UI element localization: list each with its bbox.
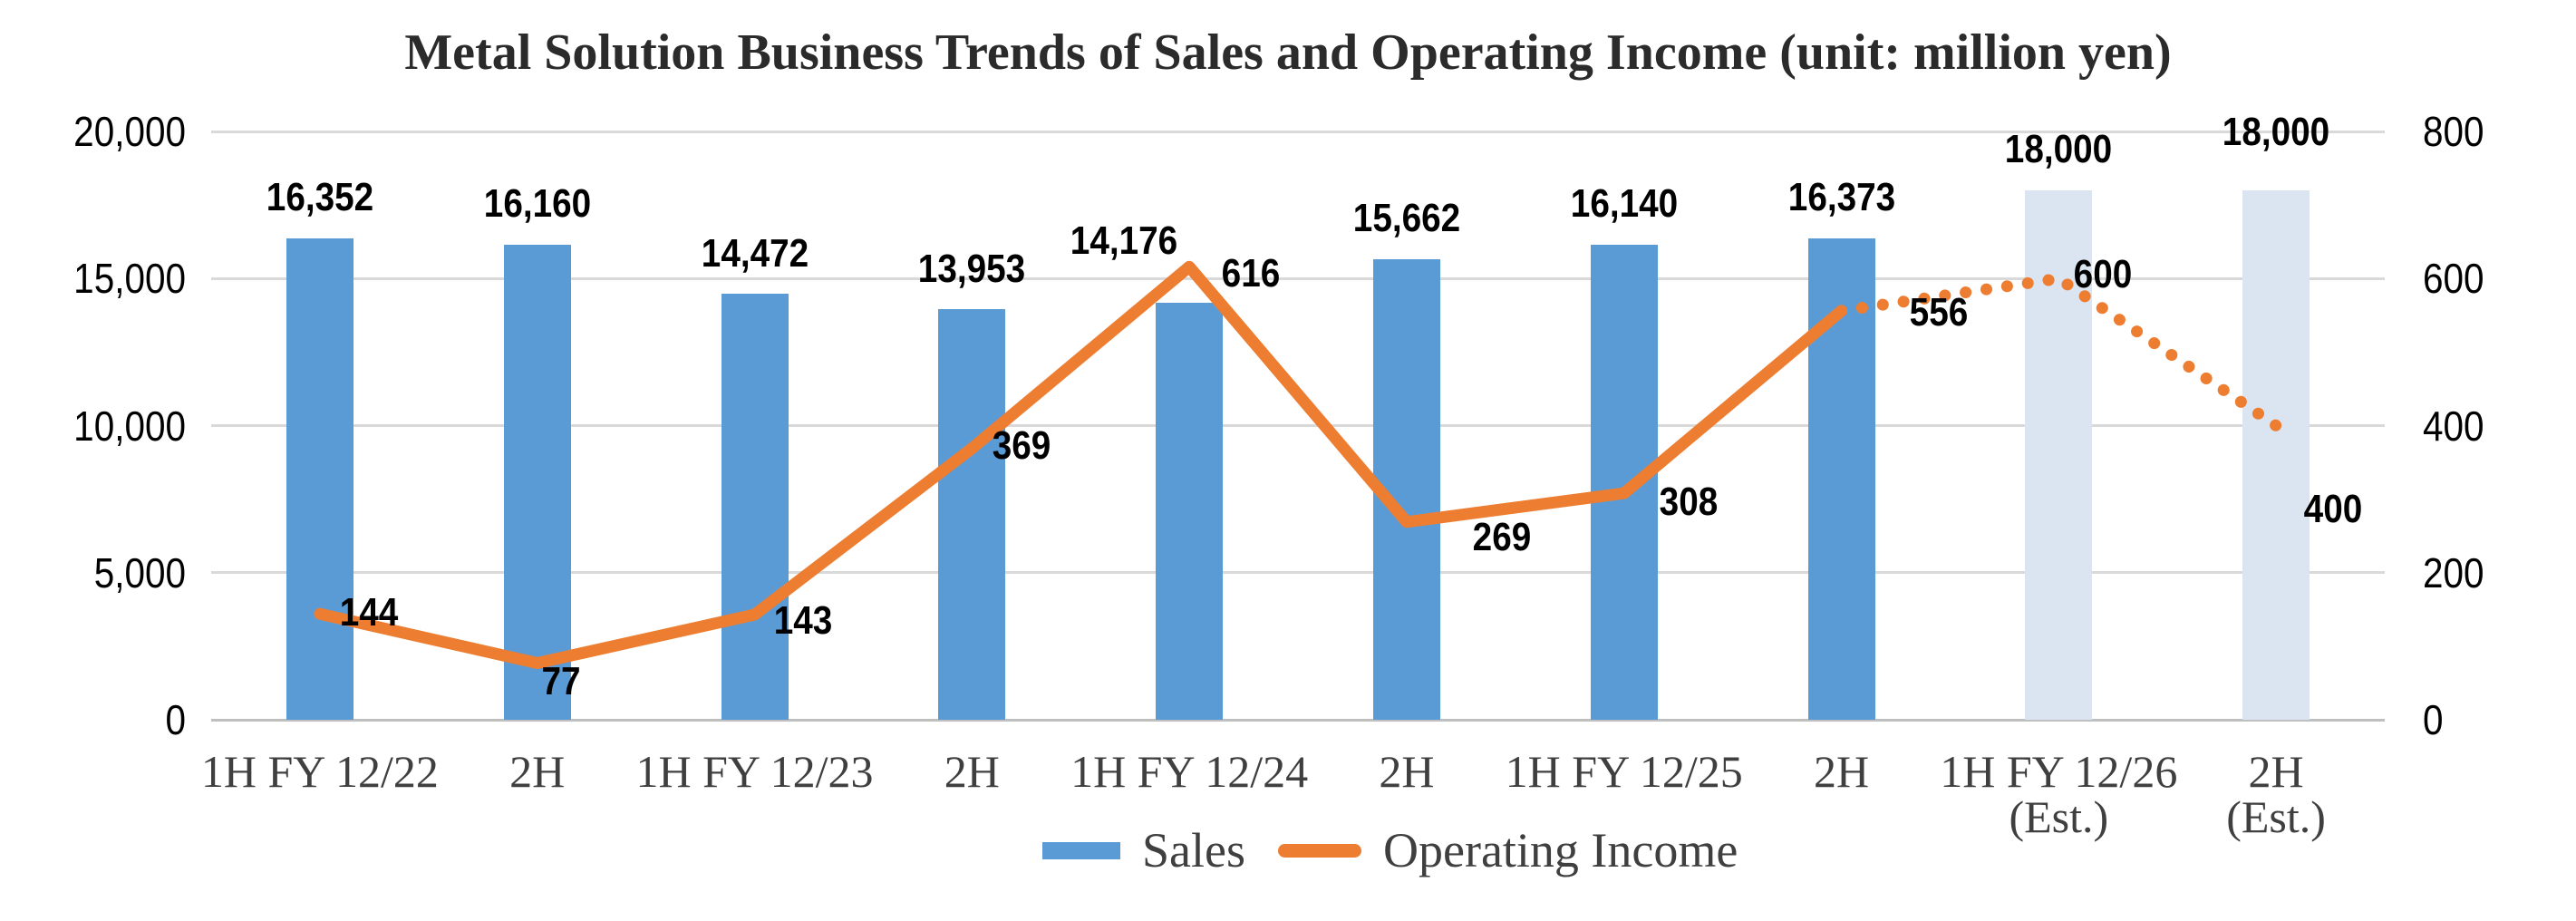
legend-sales-label: Sales [1142, 823, 1245, 877]
operating-income-value-label: 400 [2303, 487, 2363, 531]
category-label: 2H [509, 746, 566, 797]
sales-bar [721, 294, 789, 720]
sales-bar [1372, 258, 1440, 720]
sales-value-label: 16,160 [483, 180, 591, 226]
sales-bar [1156, 302, 1224, 720]
sales-value-label: 15,662 [1352, 195, 1461, 240]
category-label: 1H FY 12/24 [1070, 746, 1309, 797]
category-label: 1H FY 12/26 (Est.) [1877, 749, 2240, 839]
y-axis-right-tick-label: 600 [2423, 255, 2484, 303]
operating-income-value-label: 77 [541, 659, 581, 703]
category-label: 1H FY 12/23 [635, 746, 874, 797]
sales-bar [938, 309, 1006, 720]
category-label: 2H (Est.) [2095, 749, 2457, 839]
category-label: 2H [1813, 746, 1870, 797]
y-axis-right-tick-label: 200 [2423, 548, 2484, 596]
operating-income-value-label: 600 [2073, 252, 2133, 296]
sales-value-label: 14,176 [1070, 218, 1178, 263]
y-axis-right-tick-label: 800 [2423, 108, 2484, 155]
category-label: 1H FY 12/25 [1505, 746, 1743, 797]
operating-income-value-label: 616 [1221, 251, 1281, 296]
legend-operating-income-swatch-icon [1278, 843, 1361, 858]
category-label: 1H FY 12/22 [200, 746, 439, 797]
y-axis-left-tick-label: 15,000 [73, 255, 186, 303]
y-axis-right-tick-label: 0 [2423, 696, 2444, 743]
category-label-line2: (Est.) [2226, 791, 2326, 842]
operating-income-value-label: 308 [1659, 480, 1719, 524]
category-label: 2H [1379, 746, 1435, 797]
sales-bar [286, 238, 353, 720]
operating-income-value-label: 369 [992, 423, 1051, 468]
category-label: 2H [944, 746, 1000, 797]
legend: Sales Operating Income [1042, 819, 1738, 882]
chart-title: Metal Solution Business Trends of Sales … [404, 24, 2172, 81]
x-axis-line [211, 718, 2385, 722]
sales-value-label: 16,140 [1570, 181, 1678, 227]
y-axis-left-tick-label: 10,000 [73, 402, 186, 450]
sales-value-label: 18,000 [2222, 109, 2330, 154]
sales-value-label: 16,352 [266, 175, 374, 220]
sales-bar-estimate [2242, 189, 2310, 720]
sales-bar [503, 244, 571, 720]
sales-value-label: 18,000 [2005, 126, 2113, 171]
y-axis-left-tick-label: 0 [165, 696, 186, 743]
sales-value-label: 16,373 [1787, 174, 1895, 219]
category-label-line2: (Est.) [2009, 791, 2109, 842]
legend-operating-income-label: Operating Income [1383, 823, 1738, 877]
y-axis-left-tick-label: 20,000 [73, 108, 186, 155]
operating-income-value-label: 143 [773, 598, 833, 643]
y-axis-left-tick-label: 5,000 [93, 548, 186, 596]
gridline [211, 130, 2385, 133]
operating-income-value-label: 144 [339, 590, 399, 635]
legend-sales-swatch-icon [1042, 841, 1120, 859]
y-axis-right-tick-label: 400 [2423, 402, 2484, 450]
